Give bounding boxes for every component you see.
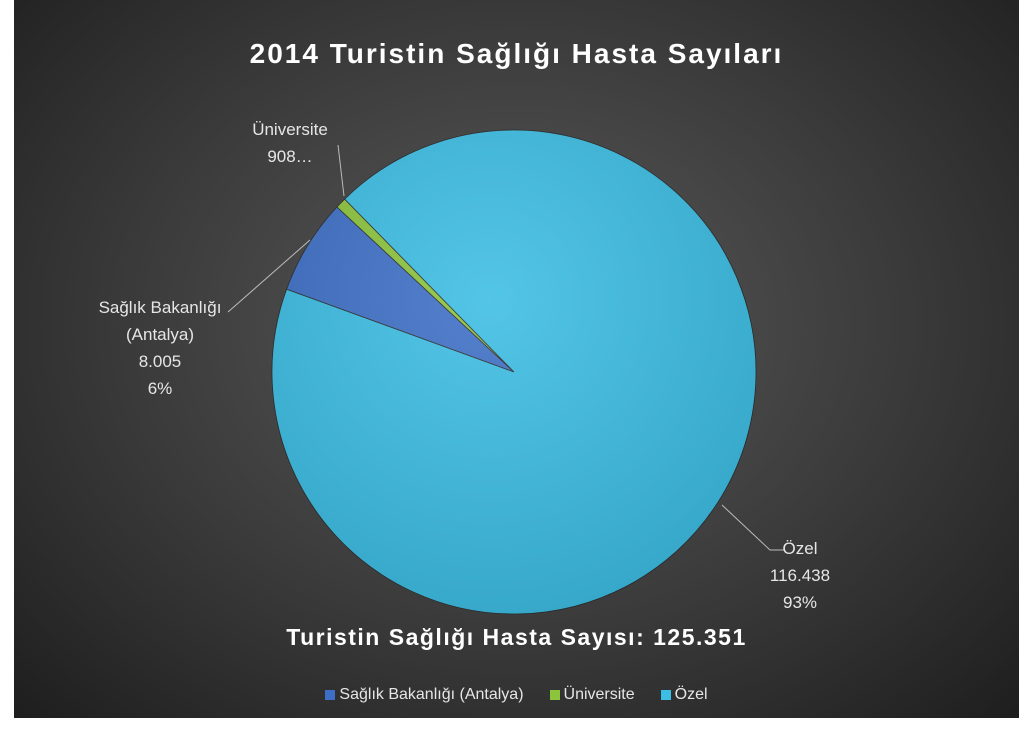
leader-line	[721, 504, 784, 551]
chart-title: 2014 Turistin Sağlığı Hasta Sayıları	[249, 38, 784, 69]
legend-item: Üniversite	[549, 686, 635, 704]
label-category: Üniversite	[252, 120, 328, 139]
legend-swatch	[325, 690, 336, 700]
legend-label: Özel	[674, 686, 708, 703]
legend: Sağlık Bakanlığı (Antalya) Üniversite Özel	[14, 686, 1019, 704]
legend-item: Sağlık Bakanlığı (Antalya)	[325, 686, 524, 704]
label-category: Özel	[782, 539, 818, 558]
label-category: Sağlık Bakanlığı (Antalya)	[98, 298, 222, 344]
data-label: Üniversite 908…	[220, 116, 360, 170]
data-label: Özel 116.438 93%	[750, 535, 850, 616]
chart: 2014 Turistin Sağlığı Hasta Sayıları Sağ…	[14, 0, 1019, 718]
annotation: Turistin Sağlığı Hasta Sayısı: 125.351	[286, 624, 747, 650]
label-value: 116.438	[769, 566, 831, 585]
legend-label: Üniversite	[563, 686, 635, 703]
label-percent: 93%	[782, 593, 818, 612]
leader-line	[227, 239, 311, 313]
legend-swatch	[660, 690, 671, 700]
legend-swatch	[549, 690, 560, 700]
legend-label: Sağlık Bakanlığı (Antalya)	[339, 686, 524, 703]
leader-line	[337, 144, 345, 197]
label-value: 8.005	[138, 352, 182, 371]
legend-item: Özel	[660, 686, 708, 704]
data-label: Sağlık Bakanlığı (Antalya) 8.005 6%	[80, 294, 240, 402]
label-percent: 6%	[147, 379, 173, 398]
label-value: 908…	[267, 147, 313, 166]
